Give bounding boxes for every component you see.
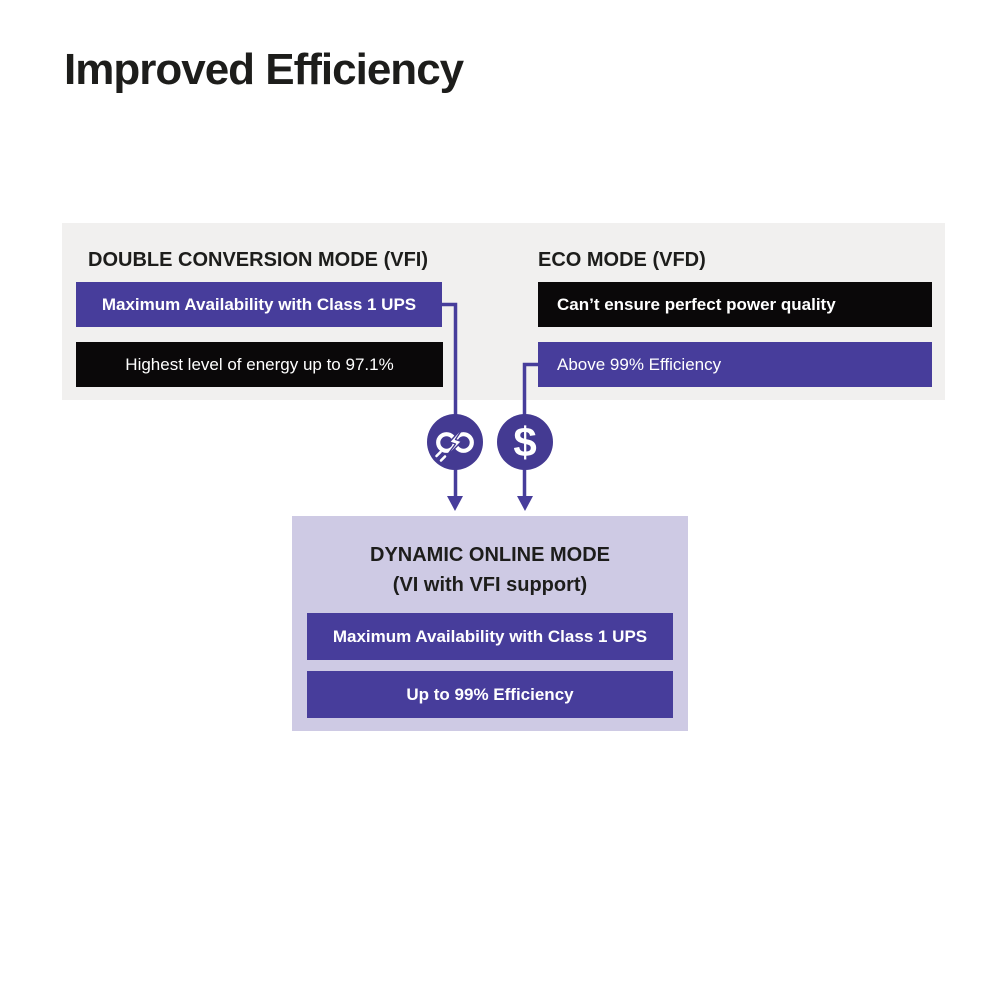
dynamic-online-availability-bar: Maximum Availability with Class 1 UPS [307,613,673,660]
eco-mode-efficiency-bar: Above 99% Efficiency [538,342,932,387]
dynamic-online-heading: DYNAMIC ONLINE MODE (VI with VFI support… [292,540,688,600]
comparison-panel: DOUBLE CONVERSION MODE (VFI) ECO MODE (V… [62,223,945,400]
power-infinity-icon [427,414,483,470]
double-conversion-availability-bar: Maximum Availability with Class 1 UPS [76,282,442,327]
page-title: Improved Efficiency [64,45,464,94]
dollar-glyph: $ [513,419,536,466]
dollar-icon: $ [497,414,553,470]
dynamic-online-heading-line1: DYNAMIC ONLINE MODE [370,544,610,566]
dynamic-online-efficiency-bar: Up to 99% Efficiency [307,671,673,718]
eco-mode-heading: ECO MODE (VFD) [538,249,706,271]
left-arrowhead-icon [447,496,463,511]
double-conversion-heading: DOUBLE CONVERSION MODE (VFI) [88,249,429,271]
eco-mode-power-quality-bar: Can’t ensure perfect power quality [538,282,932,327]
dynamic-online-heading-line2: (VI with VFI support) [392,574,588,596]
dynamic-online-panel: DYNAMIC ONLINE MODE (VI with VFI support… [292,516,688,731]
double-conversion-energy-bar: Highest level of energy up to 97.1% [76,342,443,387]
right-arrowhead-icon [517,496,533,511]
